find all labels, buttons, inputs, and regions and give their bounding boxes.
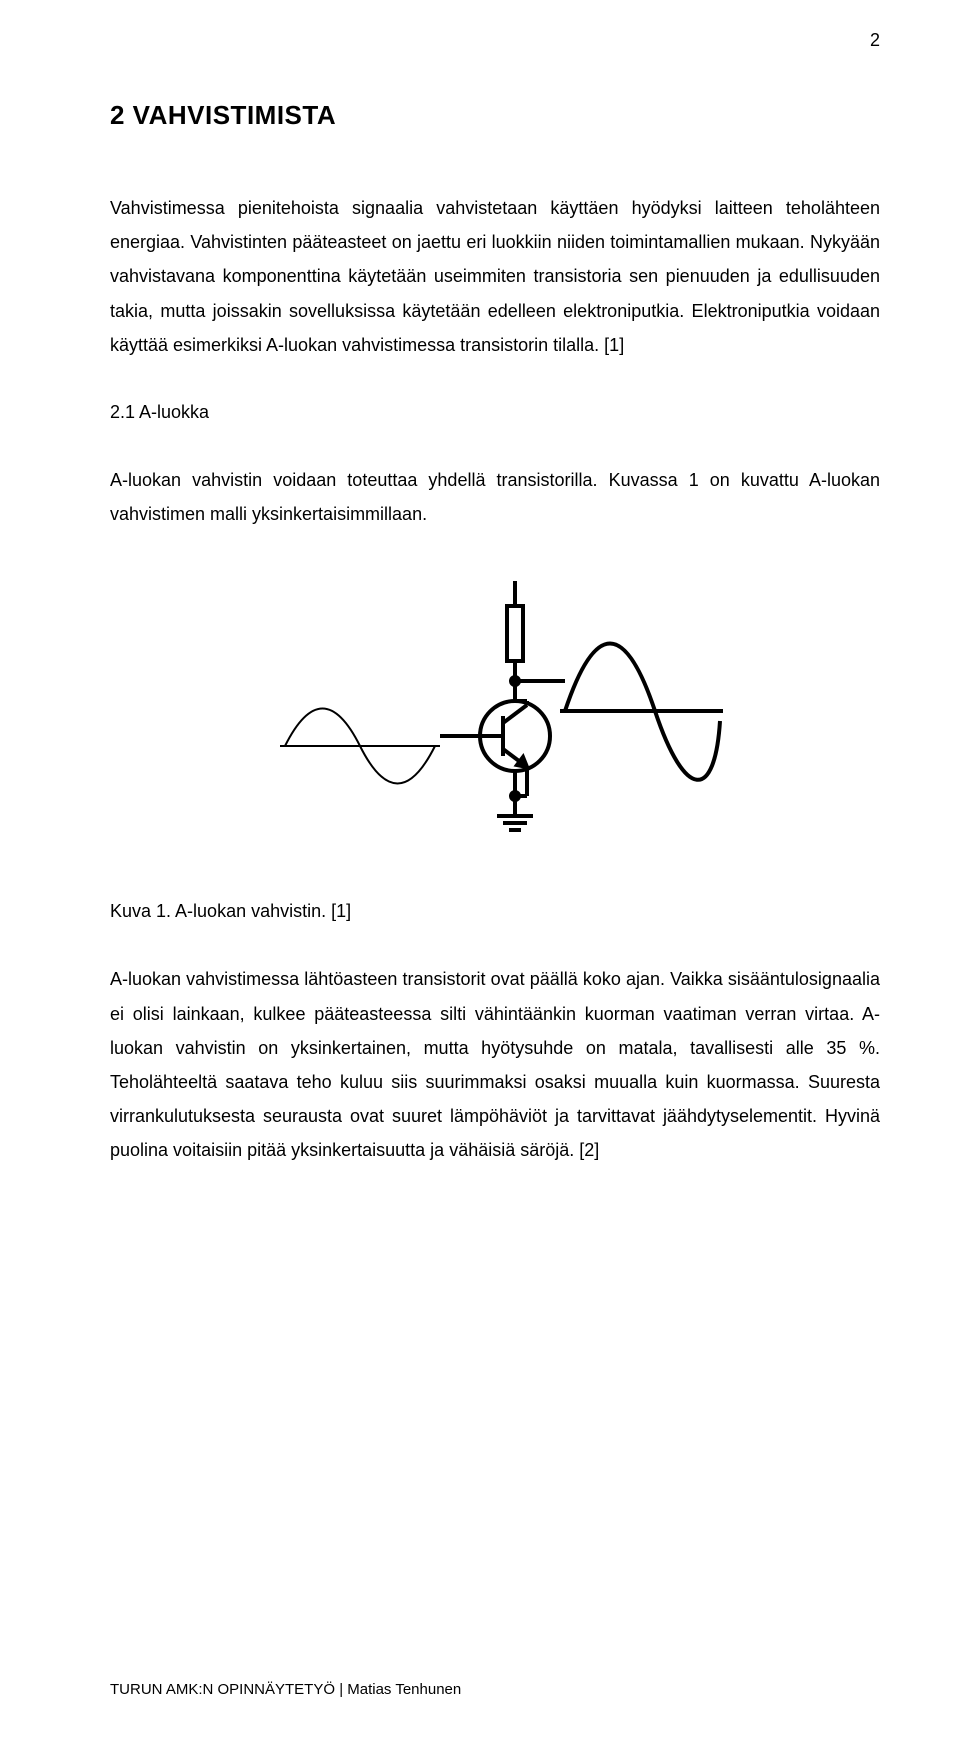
section-heading: 2 VAHVISTIMISTA — [110, 100, 880, 131]
paragraph-3: A-luokan vahvistimessa lähtöasteen trans… — [110, 962, 880, 1167]
footer-text: TURUN AMK:N OPINNÄYTETYÖ | Matias Tenhun… — [110, 1681, 461, 1698]
page-number: 2 — [870, 30, 880, 51]
page: 2 2 VAHVISTIMISTA Vahvistimessa pieniteh… — [0, 0, 960, 1738]
figure-caption: Kuva 1. A-luokan vahvistin. [1] — [110, 901, 880, 922]
figure-1 — [110, 571, 880, 851]
subsection-heading: 2.1 A-luokka — [110, 402, 880, 423]
paragraph-intro: Vahvistimessa pienitehoista signaalia va… — [110, 191, 880, 362]
transistor-amplifier-diagram — [265, 571, 725, 851]
paragraph-2: A-luokan vahvistin voidaan toteuttaa yhd… — [110, 463, 880, 531]
